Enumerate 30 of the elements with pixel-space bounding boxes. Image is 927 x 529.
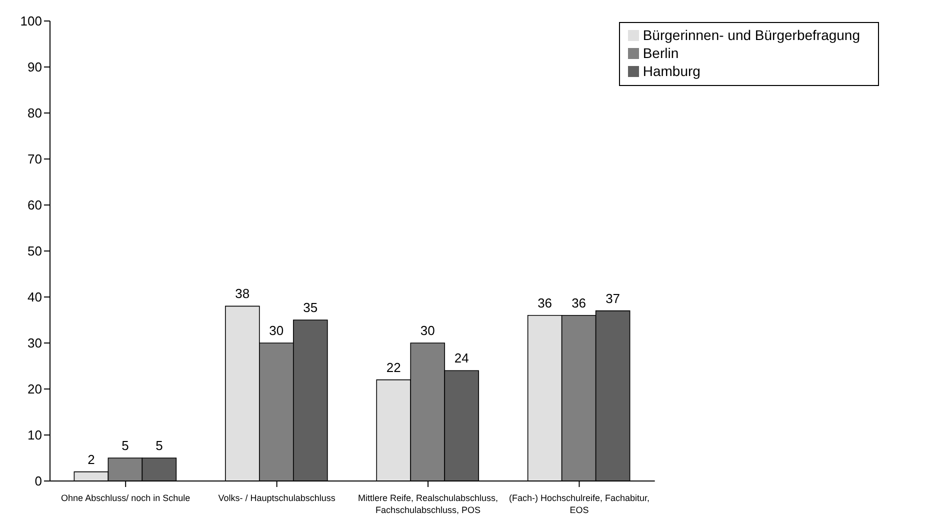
y-tick-label: 100 [20,14,42,29]
data-label: 36 [572,295,586,310]
x-tick-label: Ohne Abschluss/ noch in Schule [61,493,190,503]
y-tick-label: 40 [28,290,42,305]
x-tick-label: Mittlere Reife, Realschulabschluss, Fachschulabschluss, POS [358,493,498,515]
y-tick-label: 90 [28,60,42,75]
data-label: 36 [538,295,552,310]
x-tick-label: (Fach-) Hochschulreife, Fachabitur, EOS [508,493,650,515]
data-label: 22 [386,360,401,375]
y-tick-label: 10 [28,428,42,443]
data-label: 5 [156,438,163,453]
y-tick-label: 80 [28,106,42,121]
data-label: 2 [88,452,95,467]
data-label: 24 [454,350,469,366]
y-tick-label: 20 [28,382,42,397]
data-label: 5 [122,438,129,453]
x-tick-label: Volks- / Hauptschulabschluss [218,493,336,503]
legend-label: Bürgerinnen- und Bürgerbefragung [642,27,860,43]
y-tick-label: 30 [28,336,42,351]
y-tick-label: 0 [34,474,42,489]
y-tick-label: 60 [28,198,42,213]
legend-label: Hamburg [642,63,700,79]
legend-label: Berlin [642,45,679,61]
data-label: 38 [235,286,250,302]
data-label: 30 [269,323,284,338]
data-label: 35 [303,300,318,315]
data-label: 37 [606,290,620,306]
data-label: 30 [420,323,435,338]
y-tick-label: 50 [28,244,42,259]
y-tick-label: 70 [28,152,42,167]
